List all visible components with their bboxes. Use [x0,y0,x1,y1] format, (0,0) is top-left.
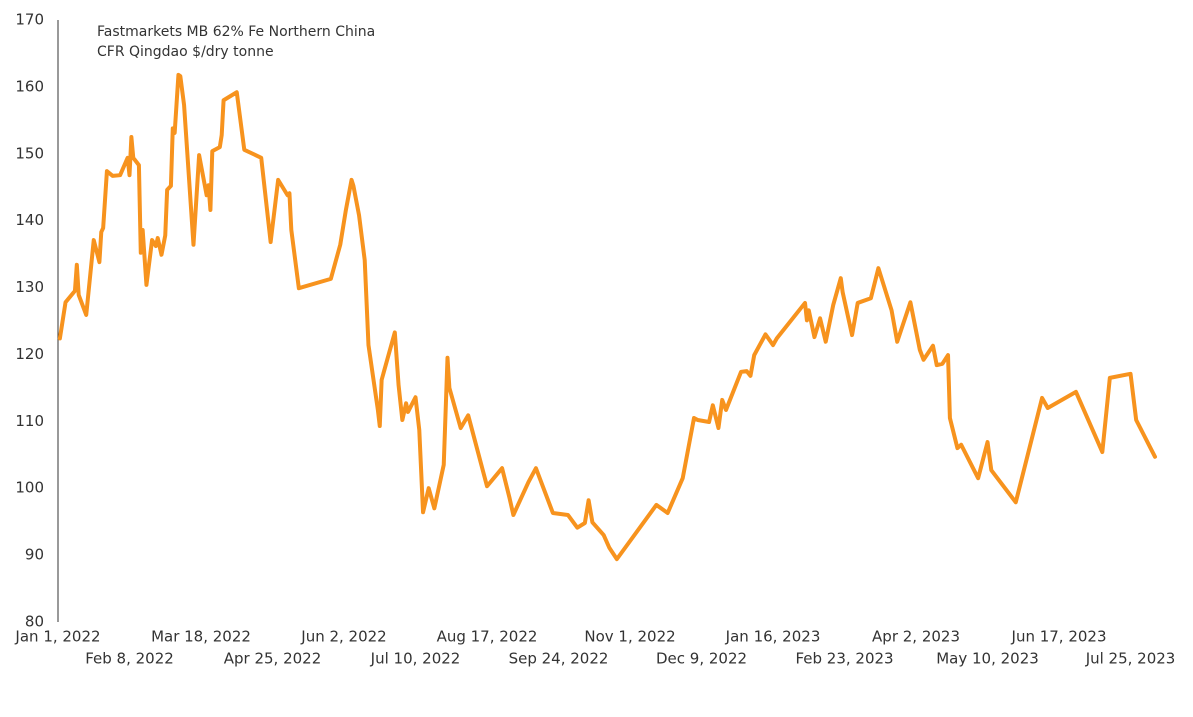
y-tick-label: 90 [25,546,44,564]
x-tick-label: Feb 8, 2022 [85,650,174,668]
y-tick-label: 110 [15,412,44,430]
x-tick-label: Mar 18, 2022 [151,628,251,646]
y-tick-label: 120 [15,345,44,363]
chart-title: Fastmarkets MB 62% Fe Northern China [97,24,375,40]
y-tick-label: 100 [15,479,44,497]
y-tick-label: 170 [15,11,44,29]
x-tick-label: Apr 25, 2022 [224,650,322,668]
x-tick-label: Feb 23, 2023 [795,650,893,668]
x-tick-label: Jul 25, 2023 [1085,650,1176,668]
y-tick-label: 150 [15,144,44,162]
x-tick-label: Jun 17, 2023 [1011,628,1107,646]
chart-subtitle: CFR Qingdao $/dry tonne [97,44,274,60]
x-tick-label: Jan 1, 2022 [14,628,100,646]
x-tick-label: Jan 16, 2023 [725,628,821,646]
x-tick-label: Nov 1, 2022 [584,628,675,646]
x-tick-label: May 10, 2023 [936,650,1039,668]
y-tick-label: 80 [25,613,44,631]
y-tick-label: 160 [15,77,44,95]
x-tick-label: Jul 10, 2022 [370,650,461,668]
x-tick-label: Apr 2, 2023 [872,628,960,646]
x-tick-label: Dec 9, 2022 [656,650,747,668]
x-tick-label: Aug 17, 2022 [437,628,538,646]
price-line [57,72,1157,562]
x-tick-label: Sep 24, 2022 [509,650,609,668]
x-tick-label: Jun 2, 2022 [300,628,386,646]
y-tick-label: 140 [15,211,44,229]
y-tick-label: 130 [15,278,44,296]
